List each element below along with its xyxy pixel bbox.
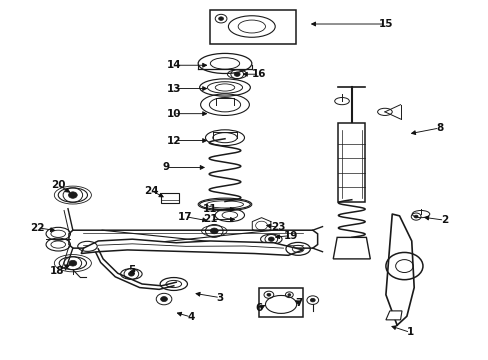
Text: 15: 15	[378, 19, 392, 29]
Bar	[210, 10, 295, 44]
Polygon shape	[332, 237, 369, 259]
Text: 7: 7	[295, 298, 302, 308]
Text: 18: 18	[49, 266, 64, 276]
Circle shape	[268, 237, 274, 241]
Text: 22: 22	[30, 223, 44, 233]
Circle shape	[310, 298, 315, 302]
Text: 19: 19	[284, 231, 298, 240]
Polygon shape	[69, 230, 317, 248]
Text: 14: 14	[166, 60, 181, 70]
Text: 2: 2	[440, 215, 447, 225]
Text: 11: 11	[203, 204, 217, 215]
Text: 12: 12	[166, 136, 181, 145]
Text: 6: 6	[255, 303, 262, 314]
Text: 8: 8	[435, 123, 442, 133]
Text: 23: 23	[271, 222, 285, 232]
Text: 20: 20	[51, 180, 65, 190]
Circle shape	[160, 297, 167, 302]
Text: 1: 1	[406, 327, 413, 337]
Circle shape	[210, 228, 218, 234]
Text: 16: 16	[251, 69, 266, 79]
Circle shape	[69, 260, 77, 266]
Text: 10: 10	[166, 109, 181, 119]
Text: 4: 4	[187, 312, 194, 322]
Circle shape	[287, 294, 290, 296]
Text: 5: 5	[127, 265, 135, 275]
Text: 3: 3	[216, 293, 224, 303]
Bar	[259, 288, 303, 317]
Circle shape	[68, 192, 77, 198]
Circle shape	[218, 17, 223, 21]
Text: 9: 9	[163, 162, 170, 172]
Polygon shape	[337, 123, 365, 202]
Bar	[160, 193, 179, 203]
Text: 21: 21	[203, 215, 217, 224]
Text: 17: 17	[177, 212, 192, 221]
Text: 13: 13	[166, 84, 181, 94]
Circle shape	[128, 272, 134, 276]
Circle shape	[413, 215, 417, 218]
Polygon shape	[81, 239, 303, 255]
Circle shape	[234, 72, 240, 76]
Circle shape	[266, 293, 270, 296]
Polygon shape	[385, 311, 401, 320]
Text: 24: 24	[144, 186, 159, 196]
